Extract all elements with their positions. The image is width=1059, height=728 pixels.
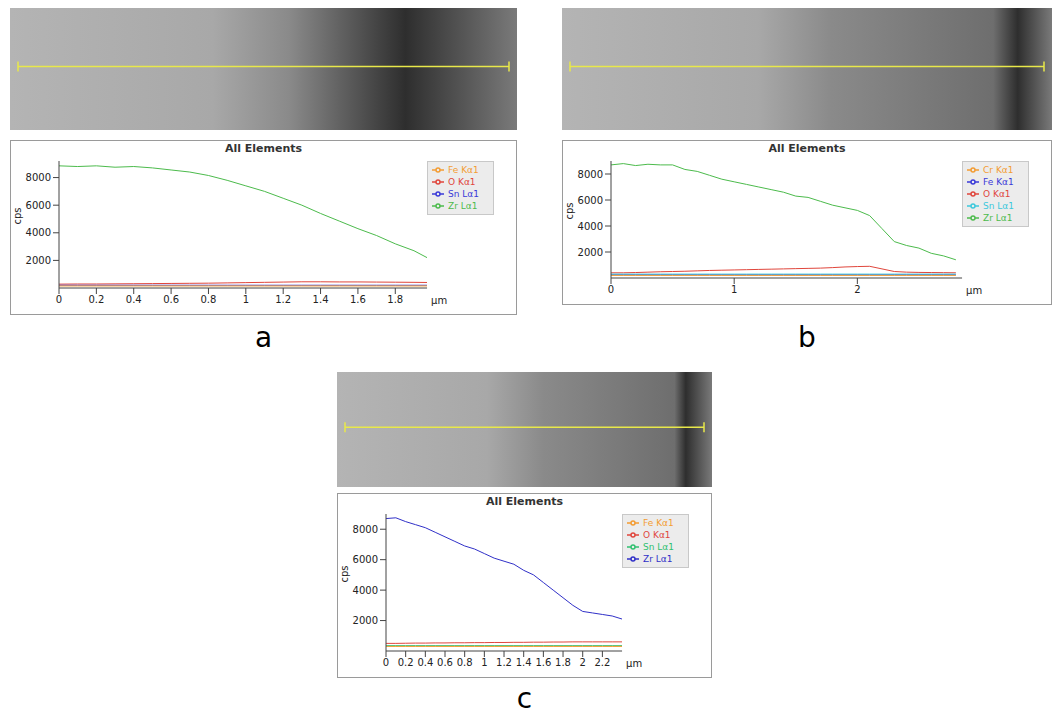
html-text:Cr Kα1: Cr Kα1 — [983, 164, 1014, 175]
html-text:Fe Kα1: Fe Kα1 — [983, 176, 1014, 187]
html-text:Sn Lα1: Sn Lα1 — [983, 200, 1014, 211]
html-text:O Kα1: O Kα1 — [448, 176, 476, 187]
svg-text:1: 1 — [481, 657, 487, 668]
svg-text:4000: 4000 — [578, 221, 603, 232]
html-text:Sn Lα1: Sn Lα1 — [643, 541, 674, 552]
svg-text:0.8: 0.8 — [201, 294, 217, 305]
svg-text:0.4: 0.4 — [417, 657, 433, 668]
html-text:All Elements: All Elements — [485, 495, 564, 508]
svg-text:2000: 2000 — [353, 615, 378, 626]
html-text:Fe Kα1: Fe Kα1 — [448, 164, 479, 175]
svg-text:1.8: 1.8 — [555, 657, 571, 668]
svg-text:0.4: 0.4 — [126, 294, 142, 305]
svg-text:8000: 8000 — [26, 172, 51, 183]
html-text:Zr Lα1: Zr Lα1 — [448, 200, 478, 211]
svg-text:1.2: 1.2 — [496, 657, 512, 668]
svg-text:1: 1 — [731, 284, 737, 295]
svg-text:1: 1 — [243, 294, 249, 305]
svg-text:1.6: 1.6 — [535, 657, 551, 668]
svg-text:1.6: 1.6 — [350, 294, 366, 305]
svg-text:2: 2 — [580, 657, 586, 668]
svg-text:0.8: 0.8 — [457, 657, 473, 668]
html-text:All Elements: All Elements — [224, 142, 303, 155]
svg-text:6000: 6000 — [353, 554, 378, 565]
svg-text:4000: 4000 — [353, 585, 378, 596]
svg-text:2: 2 — [854, 284, 860, 295]
html-text:Zr Lα1: Zr Lα1 — [643, 553, 673, 564]
html-text:Sn Lα1: Sn Lα1 — [448, 188, 479, 199]
svg-text:1.4: 1.4 — [313, 294, 329, 305]
svg-text:2000: 2000 — [578, 247, 603, 258]
svg-text:0.2: 0.2 — [88, 294, 104, 305]
svg-text:1.2: 1.2 — [275, 294, 291, 305]
svg-text:6000: 6000 — [578, 195, 603, 206]
svg-text:8000: 8000 — [353, 524, 378, 535]
html-text:a: a — [254, 321, 273, 354]
svg-text:µm: µm — [431, 295, 447, 306]
svg-text:0: 0 — [608, 284, 614, 295]
svg-text:2000: 2000 — [26, 255, 51, 266]
html-text:c: c — [516, 682, 533, 715]
svg-text:cps: cps — [339, 565, 350, 582]
svg-text:1.4: 1.4 — [516, 657, 532, 668]
html-text:Fe Kα1: Fe Kα1 — [643, 517, 674, 528]
svg-text:0.6: 0.6 — [437, 657, 453, 668]
html-text:O Kα1: O Kα1 — [983, 188, 1011, 199]
html-text:Zr Lα1: Zr Lα1 — [983, 212, 1013, 223]
svg-text:4000: 4000 — [26, 227, 51, 238]
svg-text:µm: µm — [626, 658, 642, 669]
svg-text:0: 0 — [56, 294, 62, 305]
svg-text:6000: 6000 — [26, 200, 51, 211]
svg-text:cps: cps — [12, 207, 23, 224]
svg-text:2.2: 2.2 — [594, 657, 610, 668]
svg-text:0: 0 — [383, 657, 389, 668]
svg-text:cps: cps — [564, 202, 575, 219]
svg-text:0.6: 0.6 — [163, 294, 179, 305]
svg-text:0.2: 0.2 — [398, 657, 414, 668]
svg-text:µm: µm — [966, 285, 982, 296]
svg-text:1.8: 1.8 — [387, 294, 403, 305]
svg-text:8000: 8000 — [578, 169, 603, 180]
html-text:b: b — [798, 321, 816, 354]
html-text:O Kα1: O Kα1 — [643, 529, 671, 540]
html-text:All Elements: All Elements — [768, 142, 846, 155]
